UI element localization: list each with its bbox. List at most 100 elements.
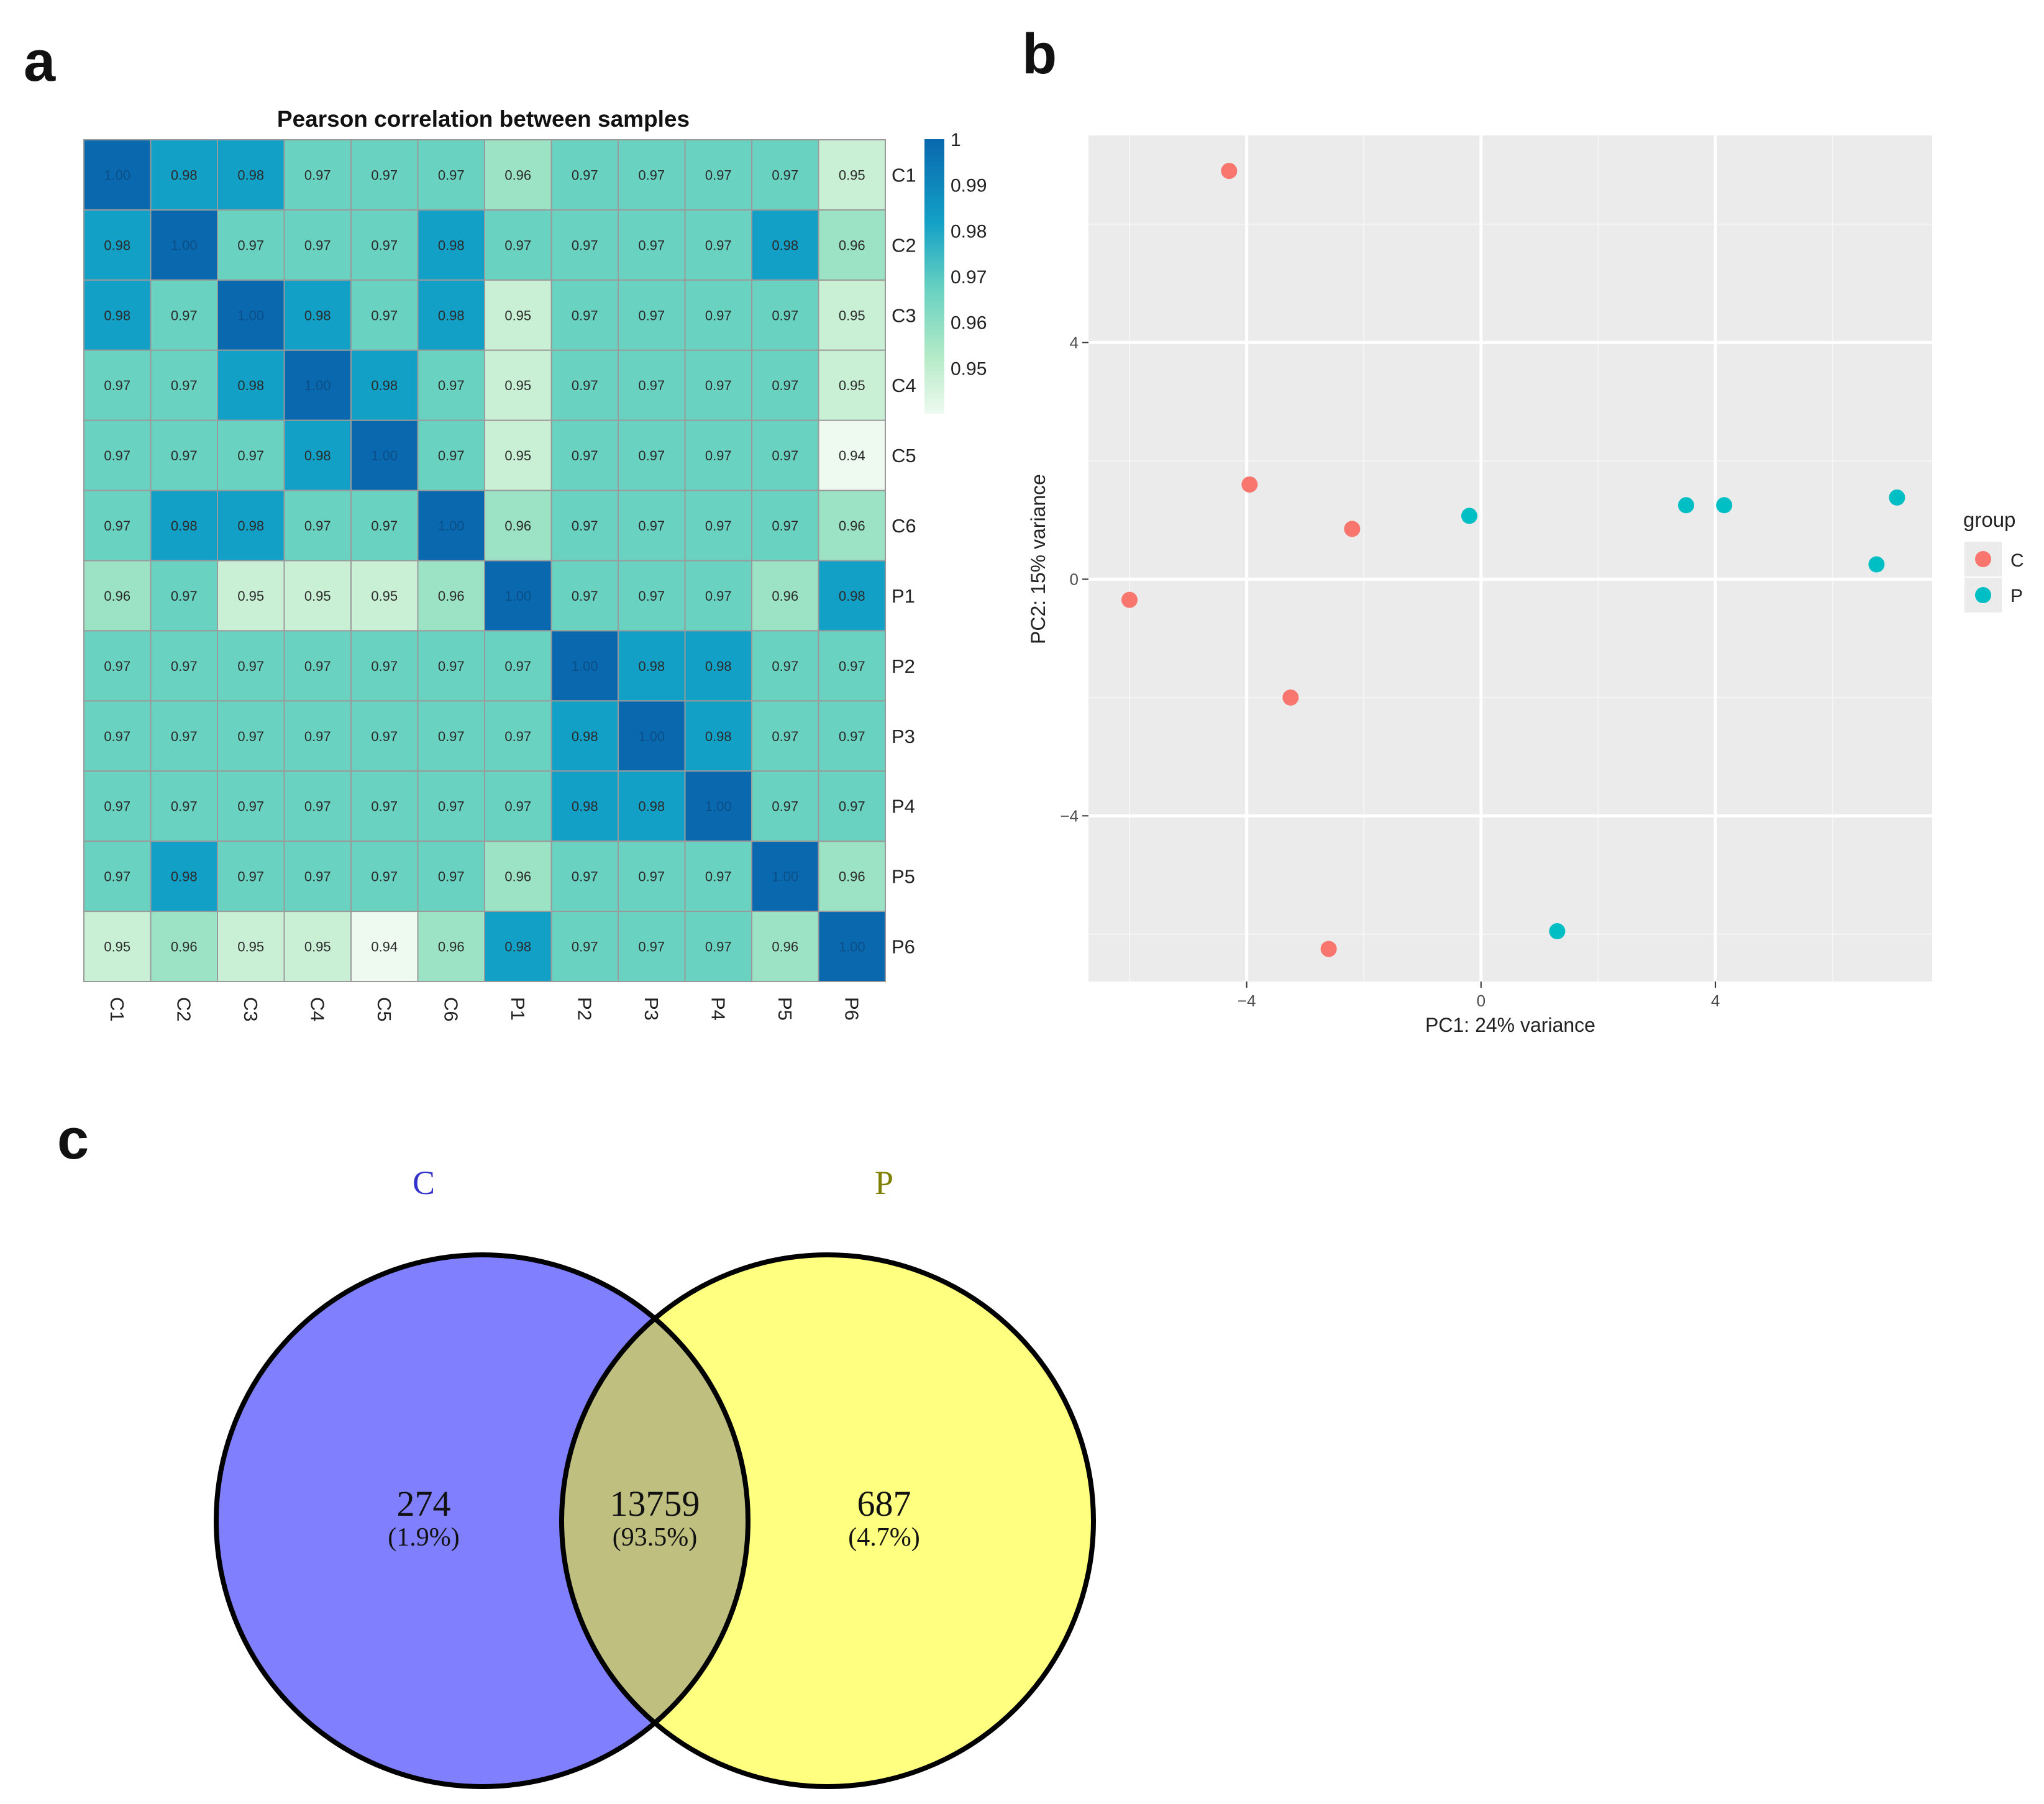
heatmap-cell-C4-P4: [684, 349, 752, 421]
heatmap-cell-P1-C4: [283, 560, 352, 632]
heatmap-cell-value: 0.97: [572, 588, 598, 604]
heatmap-cell-value: 0.97: [171, 729, 198, 744]
heatmap-row-label-C3: C3: [892, 304, 916, 326]
heatmap-cell-value: 0.95: [237, 939, 264, 955]
heatmap-cell-value: 0.96: [772, 939, 798, 955]
pca-y-tick-label: −4: [1060, 806, 1079, 825]
heatmap-cell-C6-C6: [417, 490, 485, 562]
heatmap-cell-value: 0.97: [638, 939, 665, 955]
venn-count-overlap: 13759: [610, 1483, 700, 1524]
venn-panel: C P 274 (1.9%) 13759 (93.5%) 687 (4.7%): [214, 1164, 1096, 1789]
heatmap-cell-value: 0.94: [371, 939, 398, 955]
heatmap-column-labels: C1 C2 C3 C4 C5 C6 P1 P2 P3 P4 P5 P6: [106, 997, 863, 1022]
heatmap-cell-C1-C2: [150, 139, 218, 211]
heatmap-cell-value: 0.97: [572, 448, 598, 463]
heatmap-legend-tick-label: 0.98: [951, 221, 987, 242]
heatmap-col-label-P1: P1: [507, 997, 529, 1021]
heatmap-cell-value: 0.97: [705, 237, 732, 253]
heatmap-cell-C6-P1: [484, 490, 552, 562]
pca-panel: −4 0 4 4 0 −4 PC1: 24% variance PC2: 15% vari…: [1027, 135, 2024, 1036]
heatmap-cell-P3-P3: [618, 700, 686, 772]
heatmap-cell-value: 0.97: [304, 167, 331, 183]
heatmap-row-label-C6: C6: [892, 515, 916, 537]
pca-point-C-3: [1344, 521, 1361, 537]
heatmap-cell-P1-P5: [751, 560, 819, 632]
heatmap-cell-value: 0.97: [237, 799, 264, 814]
pca-point-P-4: [1889, 489, 1905, 506]
heatmap-cell-C3-C3: [217, 279, 285, 351]
heatmap-color-legend-bar: [924, 139, 944, 414]
heatmap-legend-tick-label: 0.99: [951, 176, 987, 196]
heatmap-cell-value: 0.97: [171, 378, 198, 393]
heatmap-cell-value: 0.97: [638, 237, 665, 253]
heatmap-row-label-P1: P1: [892, 585, 915, 607]
heatmap-cell-value: 0.98: [237, 518, 264, 534]
heatmap-col-label-C6: C6: [440, 997, 462, 1022]
heatmap-cell-value: 0.97: [171, 448, 198, 463]
heatmap-cell-value: 0.97: [371, 799, 398, 814]
heatmap-cell-value: 0.97: [438, 167, 465, 183]
heatmap-cell-value: 0.97: [839, 658, 865, 674]
heatmap-cell-value: 0.98: [705, 729, 732, 744]
heatmap-cell-value: 0.96: [171, 939, 198, 955]
heatmap-cell-value: 0.96: [839, 869, 865, 885]
heatmap-cell-value: 0.98: [237, 378, 264, 393]
heatmap-cell-P5-C4: [283, 840, 352, 913]
heatmap-cell-value: 0.95: [504, 308, 531, 323]
heatmap-cell-value: 1.00: [171, 237, 198, 253]
heatmap-cell-value: 0.97: [304, 799, 331, 814]
heatmap-cell-value: 0.97: [438, 729, 465, 744]
heatmap-cell-value: 0.97: [171, 588, 198, 604]
heatmap-cell-value: 0.97: [371, 308, 398, 323]
heatmap-cell-C4-P5: [751, 349, 819, 421]
heatmap-title: Pearson correlation between samples: [277, 106, 690, 132]
pca-point-C-5: [1282, 689, 1299, 706]
heatmap-cell-value: 0.98: [572, 729, 598, 744]
heatmap-cell-C1-C3: [217, 139, 285, 211]
heatmap-cell-value: 1.00: [237, 308, 264, 323]
heatmap-cell-value: 0.96: [438, 939, 465, 955]
heatmap-cell-value: 0.97: [104, 729, 130, 744]
heatmap-cell-value: 0.97: [304, 237, 331, 253]
heatmap-cell-value: 0.97: [438, 658, 465, 674]
heatmap-cell-value: 0.95: [839, 308, 865, 323]
heatmap-cell-value: 0.97: [572, 167, 598, 183]
heatmap-cell-value: 0.97: [237, 237, 264, 253]
heatmap-cell-P2-C1: [83, 630, 152, 702]
heatmap-cell-value: 0.97: [171, 308, 198, 323]
heatmap-cell-value: 0.97: [572, 518, 598, 534]
heatmap-cell-value: 0.97: [839, 799, 865, 814]
heatmap-cell-P1-C3: [217, 560, 285, 632]
heatmap-cell-value: 0.97: [772, 729, 798, 744]
heatmap-cell-value: 0.98: [504, 939, 531, 955]
pca-point-C-4: [1121, 591, 1138, 608]
panel-label-c: c: [57, 1108, 89, 1171]
heatmap-color-legend-ticks: 1 0.99 0.98 0.97 0.96 0.95: [951, 130, 987, 379]
pca-legend-title: group: [1963, 508, 2015, 531]
pca-points: [1121, 163, 1905, 957]
panel-label-a: a: [24, 30, 56, 93]
heatmap-cell-C2-P1: [484, 209, 552, 281]
heatmap-cell-P3-C6: [417, 700, 485, 772]
heatmap-cell-C4-P6: [818, 349, 886, 421]
heatmap-cell-value: 0.94: [839, 448, 865, 463]
heatmap-cell-value: 1.00: [504, 588, 531, 604]
pca-legend-key-C: [1975, 551, 1991, 567]
pca-point-P-2: [1677, 497, 1694, 514]
heatmap-cell-P5-P5: [751, 840, 819, 913]
heatmap-cell-P3-P1: [484, 700, 552, 772]
heatmap-cell-value: 0.95: [104, 939, 130, 955]
heatmap-cell-value: 0.98: [171, 869, 198, 885]
heatmap-col-label-C3: C3: [240, 997, 262, 1022]
heatmap-cell-value: 0.98: [304, 448, 331, 463]
heatmap-cell-C4-C6: [417, 349, 485, 421]
pca-y-tick-label: 4: [1070, 333, 1079, 352]
heatmap-cell-value: 0.97: [638, 518, 665, 534]
heatmap-cell-P6-C3: [217, 911, 285, 983]
heatmap-col-label-P5: P5: [774, 997, 796, 1021]
venn-percent-C-only: (1.9%): [388, 1523, 459, 1552]
heatmap-cell-value: 0.97: [772, 308, 798, 323]
heatmap-cell-value: 0.97: [705, 308, 732, 323]
heatmap-cell-value: 0.97: [371, 869, 398, 885]
heatmap-row-label-C2: C2: [892, 234, 916, 256]
